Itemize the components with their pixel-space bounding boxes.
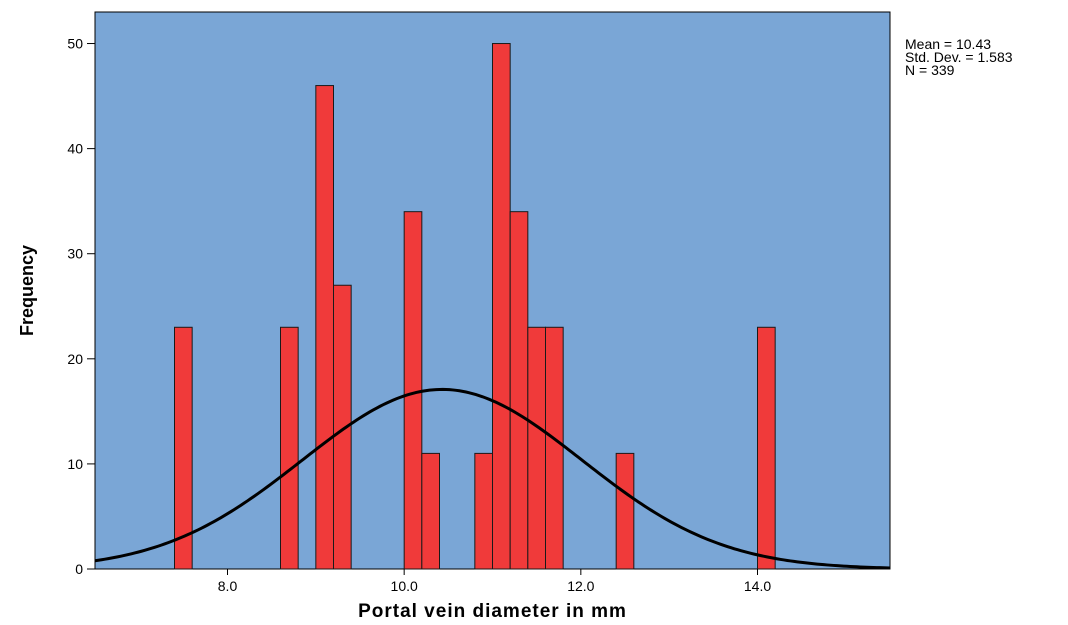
x-tick-label: 8.0 xyxy=(218,578,238,594)
y-tick-label: 40 xyxy=(67,141,83,157)
histogram-bar xyxy=(492,43,511,570)
y-tick-label: 30 xyxy=(67,246,83,262)
y-axis: 0 10 20 30 40 50 xyxy=(67,36,95,577)
y-tick-label: 0 xyxy=(75,561,83,577)
stat-n: N = 339 xyxy=(905,62,955,78)
histogram-bar xyxy=(315,85,335,570)
x-tick-label: 12.0 xyxy=(567,578,594,594)
normal-curve xyxy=(94,387,891,570)
y-tick-label: 20 xyxy=(67,351,83,367)
y-tick-label: 10 xyxy=(67,456,83,472)
histogram-bar xyxy=(174,326,193,570)
histogram-bar xyxy=(527,326,546,570)
stat-mean: Mean = 10.43 xyxy=(905,36,992,52)
histogram-bar xyxy=(280,326,299,570)
histogram-bar xyxy=(421,452,441,570)
histogram-bar xyxy=(545,326,564,570)
stat-std-dev: Std. Dev. = 1.583 xyxy=(905,49,1013,65)
histogram-bar xyxy=(474,452,494,570)
summary-statistics: Mean = 10.43 Std. Dev. = 1.583 N = 339 xyxy=(905,36,1013,78)
bars-group xyxy=(174,43,776,570)
x-tick-label: 14.0 xyxy=(744,578,771,594)
histogram-bar xyxy=(757,326,776,570)
x-axis: 8.0 10.0 12.0 14.0 xyxy=(218,569,771,594)
histogram-bar xyxy=(333,284,352,570)
histogram-bar xyxy=(509,211,529,570)
x-tick-label: 10.0 xyxy=(391,578,418,594)
y-axis-label: Frequency xyxy=(17,245,37,336)
histogram-bar xyxy=(615,452,635,570)
x-axis-label: Portal vein diameter in mm xyxy=(358,601,627,622)
y-tick-label: 50 xyxy=(67,36,83,52)
